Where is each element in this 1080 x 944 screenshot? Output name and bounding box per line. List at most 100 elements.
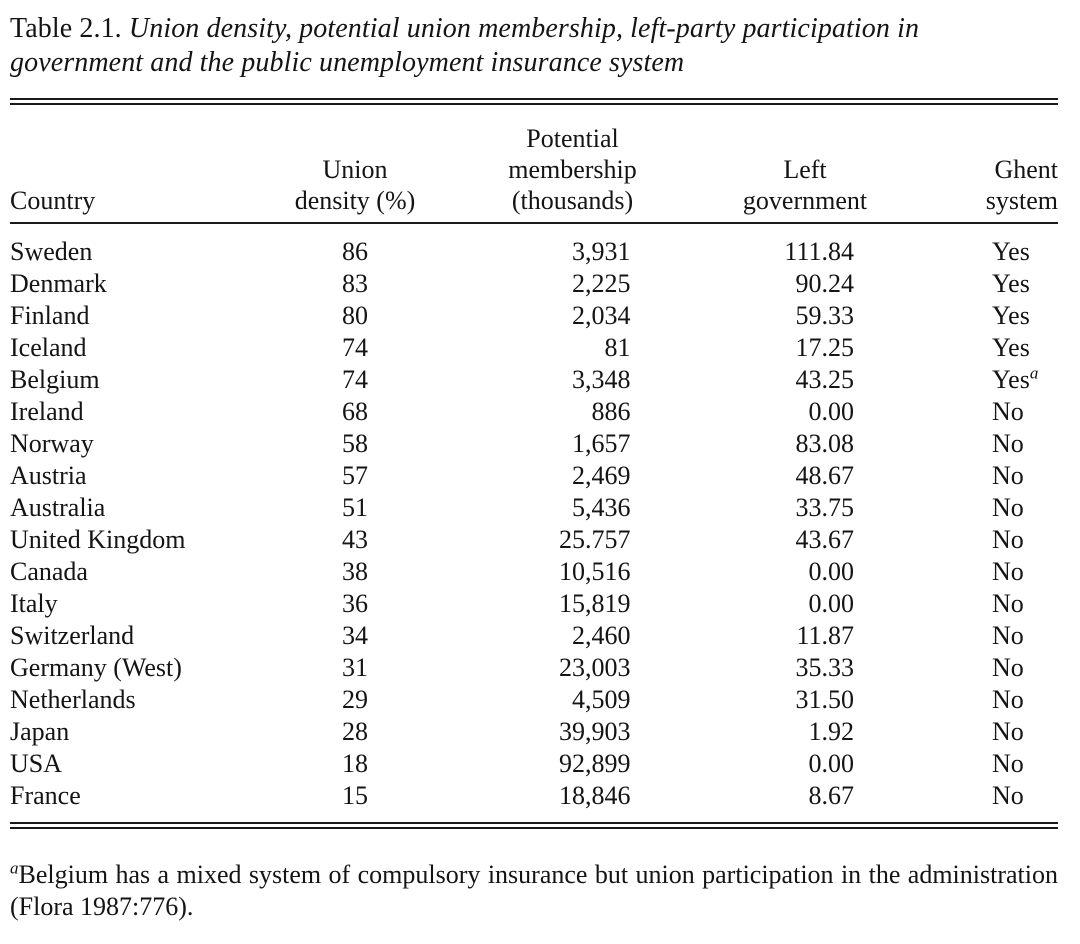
cell-potential-membership: 2,469	[450, 460, 695, 492]
cell-union-density: 43	[342, 525, 368, 554]
header-ghent-line: Ghent	[994, 155, 1058, 184]
cell-country: Iceland	[10, 333, 87, 362]
table-row: Canada 38 10,516 0.00 No	[10, 556, 1058, 588]
table-row: Australia 51 5,436 33.75 No	[10, 492, 1058, 524]
table-row: Germany (West) 31 23,003 35.33 No	[10, 652, 1058, 684]
footnote-text: Belgium has a mixed system of compulsory…	[10, 860, 1058, 921]
header-row: Country Union density (%) Potential memb…	[10, 105, 1058, 223]
cell-union-density: 31	[342, 653, 368, 682]
table-row: Finland 80 2,034 59.33 Yes	[10, 300, 1058, 332]
cell-potential-membership: 18,846	[450, 780, 695, 822]
cell-ghent-system: No	[915, 556, 1058, 588]
left-government-value: 90.24	[795, 269, 855, 298]
membership-value: 1,657	[572, 429, 631, 458]
membership-value: 25.757	[559, 525, 631, 554]
cell-union-density: 15	[342, 781, 368, 810]
ghent-value-wrap: No	[992, 652, 1058, 684]
table-row: Netherlands 29 4,509 31.50 No	[10, 684, 1058, 716]
cell-potential-membership: 25.757	[450, 524, 695, 556]
left-government-value: 0.00	[808, 749, 855, 778]
header-left-government: Left government	[695, 105, 915, 223]
ghent-value: Yes	[992, 269, 1030, 298]
cell-country: Switzerland	[10, 621, 135, 650]
header-density: Union density (%)	[260, 105, 450, 223]
left-government-value: 0.00	[808, 397, 855, 426]
table-row: Sweden 86 3,931 111.84 Yes	[10, 223, 1058, 268]
cell-union-density: 34	[342, 621, 368, 650]
left-government-value: 0.00	[808, 589, 855, 618]
cell-country: Norway	[10, 429, 94, 458]
ghent-value-wrap: No	[992, 748, 1058, 780]
membership-value: 4,509	[572, 685, 631, 714]
cell-ghent-system: No	[915, 684, 1058, 716]
document-page: Table 2.1. Union density, potential unio…	[10, 12, 1058, 923]
ghent-value-wrap: No	[992, 556, 1058, 588]
top-double-rule	[10, 98, 1058, 105]
left-government-value: 33.75	[795, 493, 855, 522]
cell-union-density: 80	[342, 301, 368, 330]
ghent-value-wrap: No	[992, 620, 1058, 652]
left-government-value: 43.67	[795, 525, 855, 554]
header-country-label: Country	[10, 186, 96, 215]
ghent-value: No	[992, 557, 1024, 586]
membership-value: 10,516	[559, 557, 631, 586]
cell-union-density: 83	[342, 269, 368, 298]
table-row: Italy 36 15,819 0.00 No	[10, 588, 1058, 620]
cell-potential-membership: 1,657	[450, 428, 695, 460]
membership-value: 2,460	[572, 621, 631, 650]
left-government-value: 1.92	[808, 717, 855, 746]
footnote-marker: a	[10, 858, 19, 878]
membership-value: 2,034	[572, 301, 631, 330]
membership-value: 15,819	[559, 589, 631, 618]
cell-left-government: 1.92	[695, 716, 915, 748]
cell-potential-membership: 15,819	[450, 588, 695, 620]
cell-ghent-system: No	[915, 428, 1058, 460]
cell-ghent-system: No	[915, 716, 1058, 748]
cell-country: Finland	[10, 301, 90, 330]
header-ghent-system: Ghent system	[915, 105, 1058, 223]
cell-ghent-system: No	[915, 492, 1058, 524]
left-government-value: 8.67	[808, 781, 855, 810]
cell-potential-membership: 4,509	[450, 684, 695, 716]
table-row: USA 18 92,899 0.00 No	[10, 748, 1058, 780]
ghent-value-wrap: Yes	[992, 236, 1058, 268]
table-row: Switzerland 34 2,460 11.87 No	[10, 620, 1058, 652]
cell-country: Netherlands	[10, 685, 136, 714]
table-body: Sweden 86 3,931 111.84 Yes Denmark 83 2,225 90.2…	[10, 223, 1058, 822]
ghent-value: No	[992, 749, 1024, 778]
ghent-value-wrap: Yesa	[992, 364, 1058, 396]
ghent-value: Yes	[992, 333, 1030, 362]
cell-country: Austria	[10, 461, 87, 490]
cell-potential-membership: 3,348	[450, 364, 695, 396]
left-government-value: 11.87	[796, 621, 854, 650]
cell-ghent-system: Yes	[915, 223, 1058, 268]
header-country: Country	[10, 105, 260, 223]
table-row: France 15 18,846 8.67 No	[10, 780, 1058, 822]
ghent-value: No	[992, 493, 1024, 522]
cell-potential-membership: 81	[450, 332, 695, 364]
cell-left-government: 111.84	[695, 223, 915, 268]
cell-left-government: 11.87	[695, 620, 915, 652]
ghent-value: No	[992, 397, 1024, 426]
cell-ghent-system: Yes	[915, 332, 1058, 364]
ghent-value-wrap: No	[992, 524, 1058, 556]
cell-country: France	[10, 781, 81, 810]
ghent-value: Yes	[992, 301, 1030, 330]
cell-potential-membership: 23,003	[450, 652, 695, 684]
cell-ghent-system: Yes	[915, 268, 1058, 300]
left-government-value: 59.33	[795, 301, 855, 330]
membership-value: 23,003	[559, 653, 631, 682]
cell-left-government: 0.00	[695, 396, 915, 428]
left-government-value: 17.25	[795, 333, 855, 362]
cell-union-density: 18	[342, 749, 368, 778]
table-row: Iceland 74 81 17.25 Yes	[10, 332, 1058, 364]
left-government-value: 111.84	[784, 237, 854, 266]
table-footnote: aBelgium has a mixed system of compulsor…	[10, 859, 1058, 923]
ghent-value-wrap: No	[992, 780, 1058, 812]
membership-value: 2,469	[572, 461, 631, 490]
cell-country: Australia	[10, 493, 106, 522]
membership-value: 18,846	[559, 781, 631, 810]
cell-potential-membership: 39,903	[450, 716, 695, 748]
data-table: Country Union density (%) Potential memb…	[10, 105, 1058, 822]
cell-potential-membership: 10,516	[450, 556, 695, 588]
